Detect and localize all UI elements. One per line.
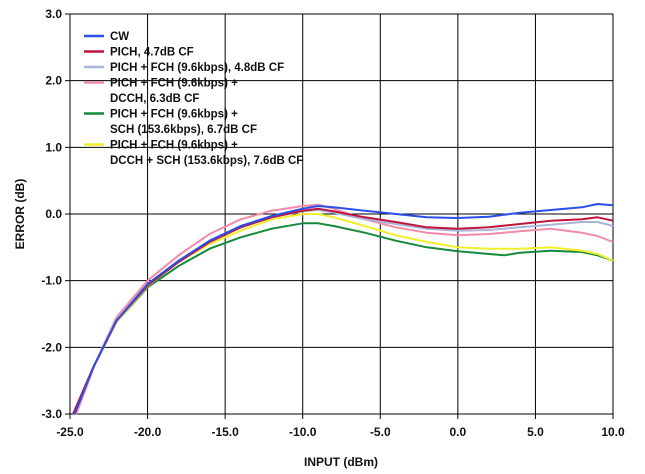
x-tick-label: -20.0 <box>134 425 162 439</box>
y-tick-label: -2.0 <box>41 340 62 354</box>
series-line-4 <box>75 203 614 415</box>
legend-entry-4: PICH + FCH (9.6kbps) + <box>110 78 238 90</box>
legend-entry-5: SCH (153.6kbps), 6.7dB CF <box>110 124 257 136</box>
series-group <box>72 203 614 415</box>
y-tick-label: -3.0 <box>41 407 62 421</box>
y-tick-label: 2.0 <box>45 74 62 88</box>
series-line-5 <box>72 222 614 415</box>
y-tick-label: 0.0 <box>45 207 62 221</box>
x-tick-label: -5.0 <box>370 425 391 439</box>
x-tick-label: -15.0 <box>211 425 239 439</box>
x-axis-ticks: -25.0 -20.0 -15.0 -10.0 -5.0 0.0 5.0 10.0 <box>56 414 625 439</box>
legend-entry-6: DCCH + SCH (153.6kbps), 7.6dB CF <box>110 155 303 167</box>
y-tick-label: -1.0 <box>41 274 62 288</box>
x-tick-label: 0.0 <box>450 425 467 439</box>
legend-entry-5: PICH + FCH (9.6kbps) + <box>110 109 238 121</box>
legend-entry-6: PICH + FCH (9.6kbps) + <box>110 140 238 152</box>
series-line-2 <box>72 207 614 415</box>
legend-entry-3: PICH + FCH (9.6kbps), 4.8dB CF <box>110 62 284 74</box>
x-tick-label: -25.0 <box>56 425 84 439</box>
series-line-1 <box>73 203 614 415</box>
x-axis-label: INPUT (dBm) <box>304 455 378 469</box>
x-tick-label: 5.0 <box>527 425 544 439</box>
y-tick-label: 1.0 <box>45 140 62 154</box>
legend-entry-4: DCCH, 6.3dB CF <box>110 93 199 105</box>
y-axis-ticks: 3.0 2.0 1.0 0.0 -1.0 -2.0 -3.0 <box>41 7 70 421</box>
y-tick-label: 3.0 <box>45 7 62 21</box>
legend-entry-1: CW <box>110 31 129 43</box>
x-tick-label: 10.0 <box>601 425 625 439</box>
legend: CW PICH, 4.7dB CF PICH + FCH (9.6kbps), 4.… <box>84 31 303 167</box>
legend-entry-2: PICH, 4.7dB CF <box>110 47 194 59</box>
y-axis-label: ERROR (dB) <box>13 179 27 250</box>
x-tick-label: -10.0 <box>289 425 317 439</box>
